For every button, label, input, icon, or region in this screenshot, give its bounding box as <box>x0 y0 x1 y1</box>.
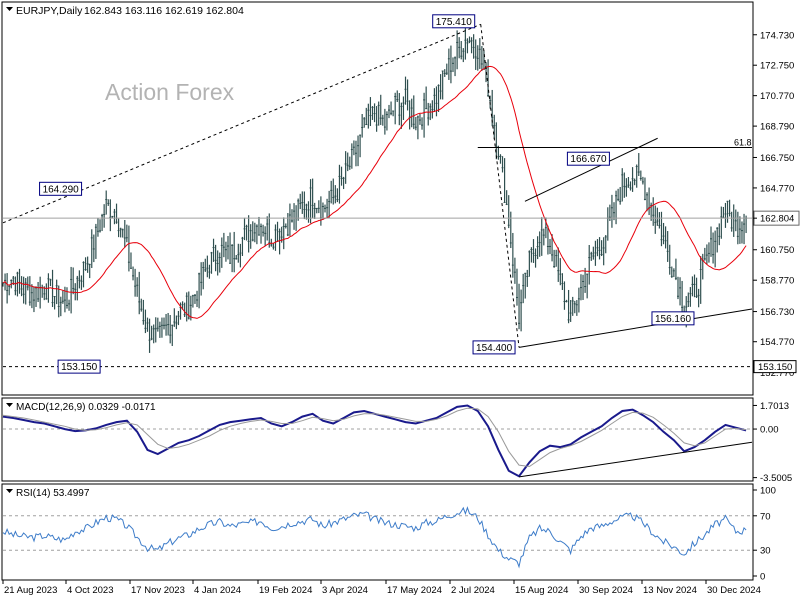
price-tick-label: 172.750 <box>760 61 794 72</box>
rsi-tick-label: 100 <box>760 486 776 497</box>
price-plot <box>2 23 753 368</box>
ohlc-values: 162.843 163.116 162.619 162.804 <box>84 5 244 17</box>
trendline-2 <box>518 308 753 348</box>
time-tick-label: 21 Aug 2023 <box>4 585 57 596</box>
annotation-label: 166.670 <box>570 154 607 165</box>
annotation-box <box>472 340 516 355</box>
annotation-box <box>651 311 695 326</box>
time-axis: 21 Aug 2023 4 Oct 2023 17 Nov 2023 4 Jan 20… <box>2 580 761 596</box>
annotation-label: 153.150 <box>61 362 98 373</box>
annotation-box <box>57 359 101 374</box>
price-tick-label: 164.770 <box>760 183 794 194</box>
macd-dropdown-icon[interactable] <box>6 403 13 407</box>
symbol-label: EURJPY,Daily <box>16 5 83 17</box>
dropdown-triangle-icon[interactable] <box>6 7 13 11</box>
price-annotations: 61.8 153.150 175.410 164.290 166.670 154.400 1… <box>39 14 797 374</box>
macd-tick-label: -3.5005 <box>760 473 792 484</box>
rsi-line <box>2 506 747 569</box>
macd-plot: 1.7013 0.00 -3.5005 <box>2 401 792 484</box>
time-tick-label: 4 Jan 2024 <box>194 585 241 596</box>
annotation-label: 154.400 <box>476 343 513 354</box>
price-tick-label: 158.770 <box>760 276 794 287</box>
macd-tick-label: 1.7013 <box>760 401 789 412</box>
time-tick-label: 17 May 2024 <box>387 585 442 596</box>
price-tick-label: 152.770 <box>760 368 794 379</box>
macd-tick-label: 0.00 <box>760 425 779 436</box>
time-tick-label: 13 Nov 2024 <box>643 585 697 596</box>
rsi-tick-label: 0 <box>760 572 765 583</box>
price-tick-label: 154.770 <box>760 337 794 348</box>
price-tick-label: 170.770 <box>760 91 794 102</box>
annotation-label: 156.160 <box>655 314 692 325</box>
time-tick-label: 19 Feb 2024 <box>259 585 312 596</box>
fib-level-label: 61.8 <box>734 137 752 147</box>
rsi-tick-label: 70 <box>760 511 771 522</box>
time-tick-label: 17 Nov 2023 <box>131 585 185 596</box>
moving-average-line <box>2 65 747 319</box>
macd-trendline <box>518 441 753 478</box>
level-tag-box <box>753 360 797 374</box>
rsi-plot: 100 70 30 0 <box>2 486 776 583</box>
annotation-box <box>566 151 610 166</box>
rsi-tick-label: 30 <box>760 546 771 557</box>
time-tick-label: 3 Apr 2024 <box>322 585 368 596</box>
price-tick-label: 156.730 <box>760 307 794 318</box>
macd-signal-line <box>2 407 747 468</box>
price-axis: 174.730 172.750 170.770 168.790 166.750 164.7… <box>753 30 800 379</box>
price-tick-label: 174.730 <box>760 30 794 41</box>
trendline-1 <box>480 24 520 348</box>
price-tick-label: 160.750 <box>760 245 794 256</box>
time-tick-label: 4 Oct 2023 <box>67 585 113 596</box>
level-tag-label: 153.150 <box>758 362 792 373</box>
macd-panel-frame <box>1 397 754 482</box>
time-tick-label: 2 Jul 2024 <box>451 585 495 596</box>
price-tick-label: 168.790 <box>760 122 794 133</box>
rsi-dropdown-icon[interactable] <box>6 489 13 493</box>
rsi-title: RSI(14) 53.4997 <box>16 488 90 499</box>
macd-title: MACD(12,26,9) 0.0329 -0.0171 <box>16 402 156 413</box>
annotation-label: 164.290 <box>43 184 80 195</box>
price-panel-frame <box>1 1 754 396</box>
trendline-0 <box>2 23 481 224</box>
rsi-panel-frame <box>1 483 754 581</box>
price-tick-label: 166.750 <box>760 153 794 164</box>
price-tick-label: 162.804 <box>760 214 794 225</box>
time-tick-label: 15 Aug 2024 <box>515 585 568 596</box>
annotation-box <box>432 14 476 29</box>
time-tick-label: 30 Dec 2024 <box>707 585 761 596</box>
trendline-3 <box>524 137 658 202</box>
watermark-text: Action Forex <box>105 79 235 105</box>
time-tick-label: 30 Sep 2024 <box>579 585 633 596</box>
annotation-label: 175.410 <box>436 17 473 28</box>
annotation-box <box>39 181 83 196</box>
